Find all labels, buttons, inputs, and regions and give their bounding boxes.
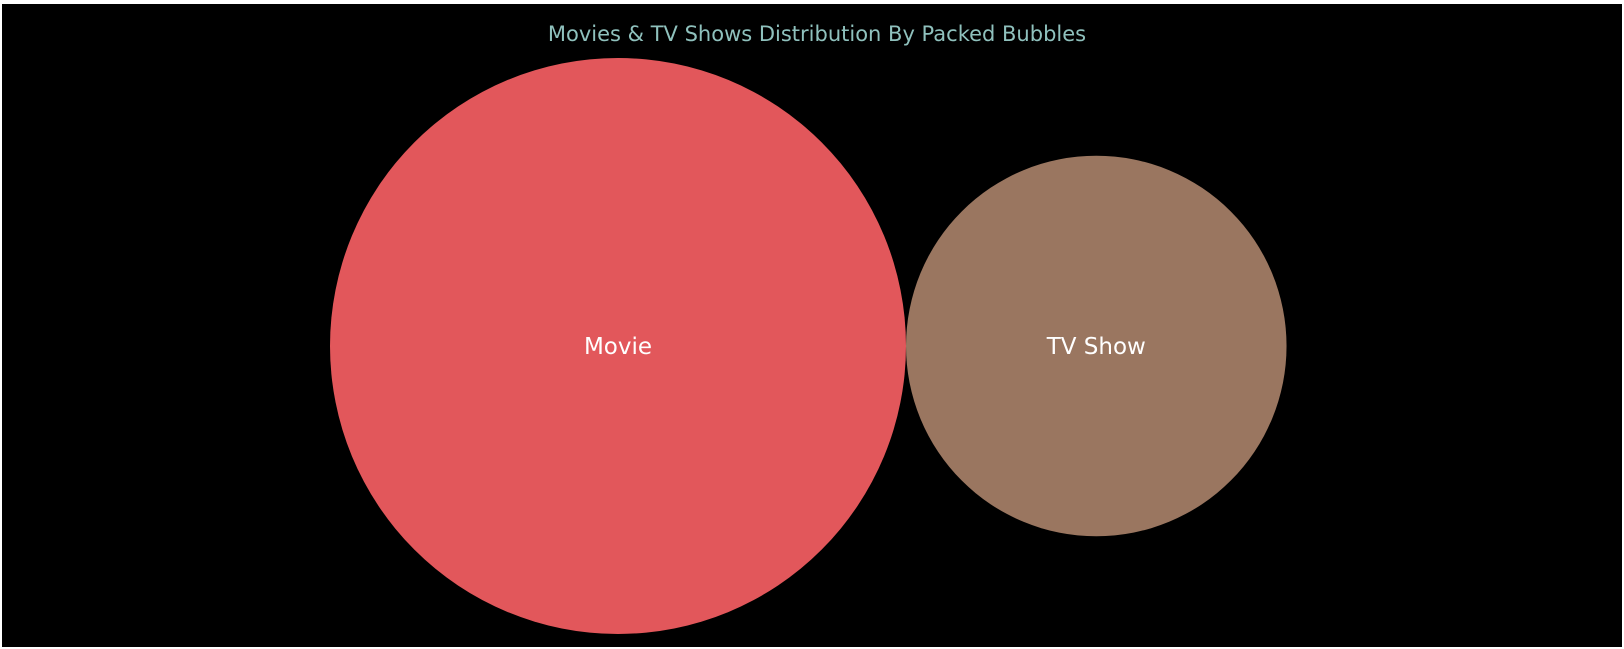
chart-frame: Movies & TV Shows Distribution By Packed… [2,4,1622,647]
chart-title: Movies & TV Shows Distribution By Packed… [547,22,1087,46]
bubble-movie[interactable] [330,58,906,634]
packed-bubble-chart: Movie TV Show [330,58,1287,634]
bubble-label-movie: Movie [584,334,652,360]
bubble-label-tv-show: TV Show [1046,334,1146,360]
bubble-tv-show[interactable] [906,155,1287,537]
